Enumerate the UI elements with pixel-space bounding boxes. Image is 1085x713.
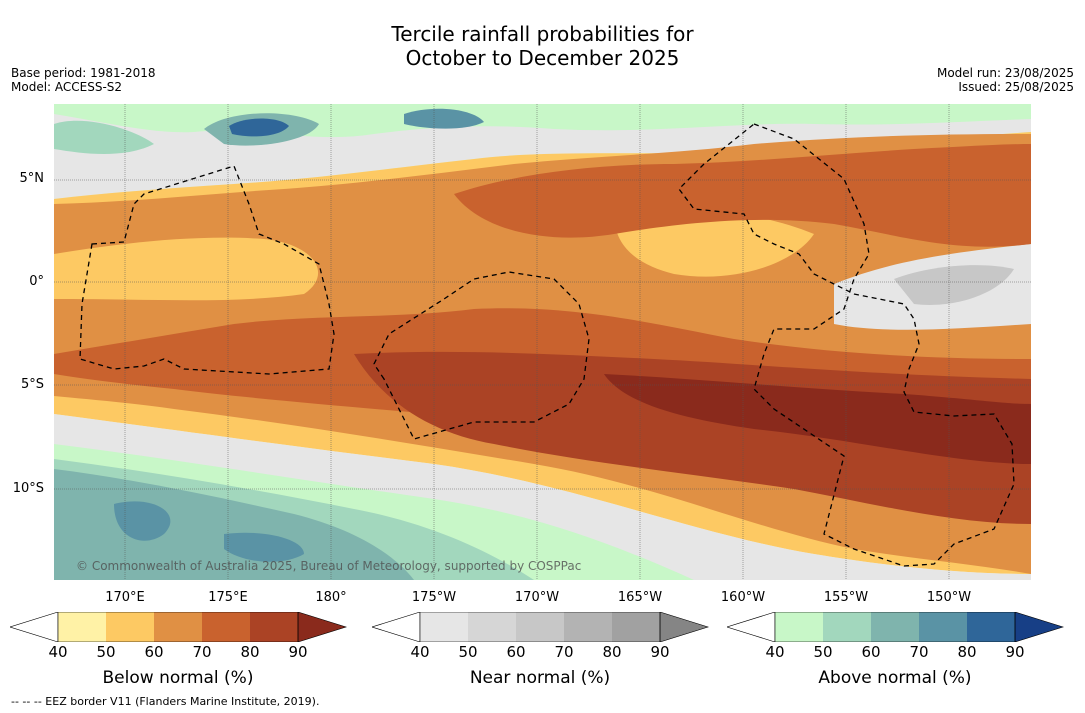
model-run: Model run: 23/08/2025 [936, 66, 1074, 80]
near-min-arrow [370, 611, 421, 643]
above-normal-label: Above normal (%) [818, 668, 972, 688]
above-tick-80: 80 [957, 643, 977, 661]
near-tick-40: 40 [410, 643, 430, 661]
chart-title: Tercile rainfall probabilities for Octob… [0, 22, 1085, 70]
above-swatch-50 [823, 612, 871, 642]
lat-label-10s: 10°S [12, 481, 44, 496]
near-swatch-70 [564, 612, 612, 642]
below-swatch-40 [58, 612, 106, 642]
south-blue-patch [114, 501, 171, 541]
below-80-north [454, 144, 1031, 247]
near-swatch-40 [420, 612, 468, 642]
near-max-arrow [659, 611, 710, 643]
near-swatch-80 [612, 612, 660, 642]
above-tick-50: 50 [813, 643, 833, 661]
below-max-arrow [297, 611, 348, 643]
below-tick-40: 40 [48, 643, 68, 661]
eez-borders [79, 123, 1015, 567]
colorbar-below-swatches [8, 611, 348, 643]
copyright-text: © Commonwealth of Australia 2025, Bureau… [76, 559, 581, 573]
model-name: Model: ACCESS-S2 [11, 80, 123, 94]
north-grey-band [54, 114, 1031, 199]
above-swatch-70 [919, 612, 967, 642]
south-teal-band-2 [54, 469, 414, 580]
near-swatch-60 [516, 612, 564, 642]
below-swatch-70 [202, 612, 250, 642]
lon-label-150w: 150°W [926, 590, 972, 605]
rainfall-probability-map[interactable]: © Commonwealth of Australia 2025, Bureau… [54, 104, 1031, 580]
below-tick-70: 70 [192, 643, 212, 661]
below-min-arrow [8, 611, 59, 643]
below-tick-50: 50 [96, 643, 116, 661]
north-teal-patch-2 [54, 120, 154, 154]
above-max-arrow [1014, 611, 1065, 643]
below-swatch-80 [250, 612, 298, 642]
lon-label-165w: 165°W [617, 590, 663, 605]
lon-label-155w: 155°W [823, 590, 869, 605]
colorbar-below-normal: 40 50 60 70 80 90 Below normal (%) [8, 611, 350, 688]
above-swatch-60 [871, 612, 919, 642]
near-tick-50: 50 [458, 643, 478, 661]
above-min-arrow [725, 611, 776, 643]
base-period: Base period: 1981-2018 [11, 66, 156, 80]
colorbar-above-normal: 40 50 60 70 80 90 Above normal (%) [725, 611, 1067, 688]
near-swatch-50 [468, 612, 516, 642]
title-line-1: Tercile rainfall probabilities for [391, 22, 694, 46]
near-normal-patch-east-2 [894, 265, 1014, 305]
above-swatch-80 [967, 612, 1015, 642]
lon-label-175e: 175°E [208, 590, 248, 605]
below-max-band [604, 374, 1031, 464]
lon-label-175w: 175°W [411, 590, 457, 605]
colorbar-near-swatches [370, 611, 710, 643]
above-tick-40: 40 [765, 643, 785, 661]
below-swatch-50 [106, 612, 154, 642]
lat-label-0: 0° [29, 274, 44, 289]
above-tick-70: 70 [909, 643, 929, 661]
lon-label-170w: 170°W [514, 590, 560, 605]
below-tick-60: 60 [144, 643, 164, 661]
near-tick-70: 70 [554, 643, 574, 661]
lat-label-5s: 5°S [20, 377, 44, 392]
near-tick-90: 90 [650, 643, 670, 661]
colorbar-near-normal: 40 50 60 70 80 90 Near normal (%) [370, 611, 712, 688]
below-tick-80: 80 [240, 643, 260, 661]
lat-label-5n: 5°N [19, 171, 45, 186]
meta-right: Model run: 23/08/2025 Issued: 25/08/2025 [937, 66, 1074, 94]
above-swatch-40 [775, 612, 823, 642]
lon-label-170e: 170°E [105, 590, 145, 605]
south-blue-patch-2 [224, 532, 304, 562]
lon-label-180: 180° [315, 590, 347, 605]
issued-date: Issued: 25/08/2025 [958, 80, 1074, 94]
title-line-2: October to December 2025 [405, 46, 680, 70]
meta-left: Base period: 1981-2018 Model: ACCESS-S2 [11, 66, 156, 94]
near-tick-80: 80 [602, 643, 622, 661]
near-tick-60: 60 [506, 643, 526, 661]
below-tick-90: 90 [288, 643, 308, 661]
north-blue-patch [229, 118, 289, 137]
colorbar-above-swatches [725, 611, 1065, 643]
graticule [54, 104, 1031, 580]
below-60-patch-central [54, 237, 319, 301]
eez-legend-footer: -- -- -- EEZ border V11 (Flanders Marine… [11, 695, 320, 708]
above-tick-60: 60 [861, 643, 881, 661]
near-normal-label: Near normal (%) [469, 668, 611, 688]
below-normal-label: Below normal (%) [102, 668, 254, 688]
north-teal-patch-3 [404, 108, 484, 129]
below-swatch-60 [154, 612, 202, 642]
lon-label-160w: 160°W [720, 590, 766, 605]
above-tick-90: 90 [1005, 643, 1025, 661]
